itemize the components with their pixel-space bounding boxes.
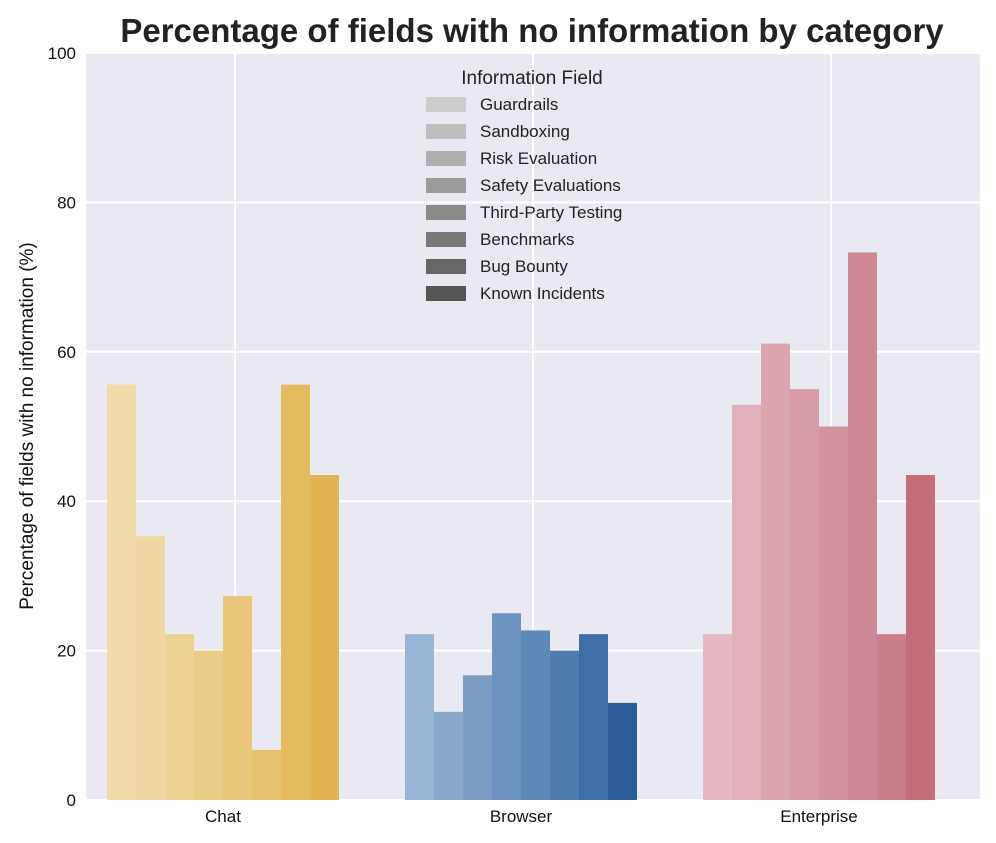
bar-enterprise-safety-evaluations (790, 389, 819, 800)
legend-title: Information Field (461, 68, 603, 89)
legend-entry: Benchmarks (480, 230, 574, 249)
bar-browser-risk-evaluation (463, 675, 492, 800)
legend: Information Field Guardrails Sandboxing Ri… (426, 68, 622, 303)
legend-swatch (426, 97, 466, 112)
legend-entry: Safety Evaluations (480, 176, 621, 195)
bar-browser-sandboxing (434, 711, 463, 800)
bar-enterprise-third-party-testing (819, 426, 848, 800)
x-tick-label: Chat (205, 807, 241, 826)
bar-chat-safety-evaluations (194, 650, 223, 800)
bar-chat-guardrails (107, 384, 136, 800)
bar-browser-known-incidents (608, 702, 637, 800)
bar-enterprise-bug-bounty (877, 634, 906, 800)
bar-enterprise-benchmarks (848, 252, 877, 801)
legend-entry: Guardrails (480, 95, 558, 114)
y-tick-label: 40 (57, 492, 76, 511)
x-tick-label: Enterprise (780, 807, 857, 826)
bar-chat-risk-evaluation (165, 634, 194, 800)
legend-entry: Third-Party Testing (480, 203, 622, 222)
bar-enterprise-risk-evaluation (761, 343, 790, 800)
bar-chat-sandboxing (136, 536, 165, 800)
bar-chat-third-party-testing (223, 596, 252, 800)
legend-entry: Sandboxing (480, 122, 570, 141)
bar-browser-safety-evaluations (492, 613, 521, 800)
y-tick-label: 60 (57, 343, 76, 362)
y-axis-label: Percentage of fields with no information… (17, 242, 38, 610)
legend-entry: Bug Bounty (480, 257, 568, 276)
y-tick-label: 80 (57, 193, 76, 212)
bar-chat-known-incidents (310, 475, 339, 800)
chart-title: Percentage of fields with no information… (120, 12, 944, 49)
y-tick-label: 100 (48, 44, 76, 63)
bar-browser-guardrails (405, 634, 434, 800)
legend-swatch (426, 151, 466, 166)
bar-chat-benchmarks (252, 749, 281, 800)
legend-swatch (426, 259, 466, 274)
y-tick-label: 20 (57, 642, 76, 661)
bar-browser-third-party-testing (521, 630, 550, 800)
legend-entry: Risk Evaluation (480, 149, 597, 168)
legend-swatch (426, 178, 466, 193)
bar-enterprise-sandboxing (732, 404, 761, 800)
y-axis-ticks: 0 20 40 60 80 100 (48, 44, 76, 810)
bar-browser-bug-bounty (579, 634, 608, 800)
bars (107, 252, 935, 801)
bar-enterprise-known-incidents (906, 475, 935, 800)
x-axis-ticks: Chat Browser Enterprise (205, 807, 858, 826)
y-tick-label: 0 (67, 791, 76, 810)
legend-swatch (426, 124, 466, 139)
legend-swatch (426, 286, 466, 301)
legend-swatch (426, 232, 466, 247)
bar-enterprise-guardrails (703, 634, 732, 800)
bar-browser-benchmarks (550, 650, 579, 800)
x-tick-label: Browser (490, 807, 553, 826)
legend-swatch (426, 205, 466, 220)
legend-entry: Known Incidents (480, 284, 605, 303)
bar-chat-bug-bounty (281, 384, 310, 800)
